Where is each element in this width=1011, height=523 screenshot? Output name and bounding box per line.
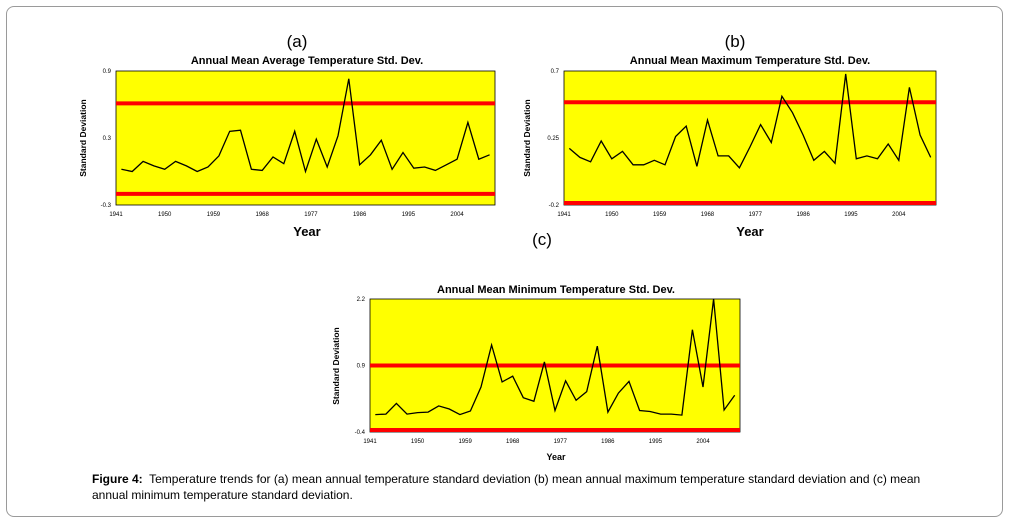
y-tick-label: -0.3 <box>101 203 112 209</box>
x-tick-label: 1959 <box>653 212 667 218</box>
x-tick-label: 2004 <box>892 212 906 218</box>
y-axis-label-b: Standard Deviation <box>522 99 532 176</box>
x-tick-label: 1968 <box>701 212 715 218</box>
tick-labels-a: 1941 1950 1959 1968 1977 1986 1995 2004 -0.3 0.3 0… <box>101 69 465 218</box>
panel-letter-b: (b) <box>725 32 746 51</box>
caption-text: Temperature trends for (a) mean annual t… <box>92 472 921 502</box>
caption-label: Figure 4: <box>92 472 143 486</box>
y-axis-label-a: Standard Deviation <box>78 99 88 176</box>
series-line <box>375 298 736 416</box>
x-tick-label: 1995 <box>402 212 416 218</box>
y-tick-label: 0.3 <box>103 136 112 142</box>
chart-a: (a) Annual Mean Average Temperature Std.… <box>78 32 496 239</box>
x-tick-label: 1941 <box>557 212 571 218</box>
series-line <box>568 73 932 169</box>
x-axis-label-b: Year <box>736 224 763 239</box>
chart-title-b: Annual Mean Maximum Temperature Std. Dev… <box>630 55 870 67</box>
chart-c: (c) Annual Mean Minimum Temperature Std.… <box>331 230 741 462</box>
plot-area-b <box>563 70 937 206</box>
x-tick-label: 1977 <box>749 212 763 218</box>
x-tick-label: 1986 <box>796 212 810 218</box>
x-tick-label: 1959 <box>458 439 472 445</box>
chart-b: (b) Annual Mean Maximum Temperature Std.… <box>522 32 937 239</box>
chart-title-c: Annual Mean Minimum Temperature Std. Dev… <box>437 284 675 296</box>
x-tick-label: 1959 <box>207 212 221 218</box>
chart-marks-c <box>370 298 740 432</box>
figure-caption: Figure 4: Temperature trends for (a) mea… <box>92 471 952 503</box>
chart-marks-a <box>116 78 495 196</box>
x-tick-label: 1995 <box>649 439 663 445</box>
y-tick-label: -0.4 <box>355 430 366 436</box>
x-tick-label: 2004 <box>696 439 710 445</box>
x-tick-label: 1986 <box>353 212 367 218</box>
x-tick-label: 1968 <box>506 439 520 445</box>
y-axis-label-c: Standard Deviation <box>331 327 341 404</box>
y-tick-label: 0.9 <box>103 69 112 75</box>
x-tick-label: 1950 <box>605 212 619 218</box>
x-tick-label: 1977 <box>554 439 568 445</box>
x-axis-label-a: Year <box>293 224 320 239</box>
x-tick-label: 1986 <box>601 439 615 445</box>
x-axis-label-c: Year <box>546 452 566 462</box>
y-tick-label: 0.25 <box>547 136 559 142</box>
series-line <box>121 78 490 174</box>
tick-labels-c: 1941 1950 1959 1968 1977 1986 1995 2004 -0.4 0.9 2… <box>355 297 711 445</box>
x-tick-label: 2004 <box>450 212 464 218</box>
x-tick-label: 1995 <box>844 212 858 218</box>
y-tick-label: 0.7 <box>551 69 560 75</box>
x-tick-label: 1941 <box>109 212 123 218</box>
panel-letter-a: (a) <box>287 32 308 51</box>
panel-letter-c: (c) <box>532 230 552 249</box>
x-tick-label: 1950 <box>158 212 172 218</box>
chart-title-a: Annual Mean Average Temperature Std. Dev… <box>191 55 423 67</box>
x-tick-label: 1941 <box>363 439 377 445</box>
tick-labels-b: 1941 1950 1959 1968 1977 1986 1995 2004 -0.2 0.25… <box>547 69 906 218</box>
chart-marks-b <box>564 73 936 205</box>
x-tick-label: 1950 <box>411 439 425 445</box>
x-tick-label: 1968 <box>256 212 270 218</box>
plot-area-a <box>115 70 496 206</box>
y-tick-label: 2.2 <box>357 297 366 303</box>
y-tick-label: 0.9 <box>357 364 366 370</box>
x-tick-label: 1977 <box>304 212 318 218</box>
y-tick-label: -0.2 <box>549 203 560 209</box>
